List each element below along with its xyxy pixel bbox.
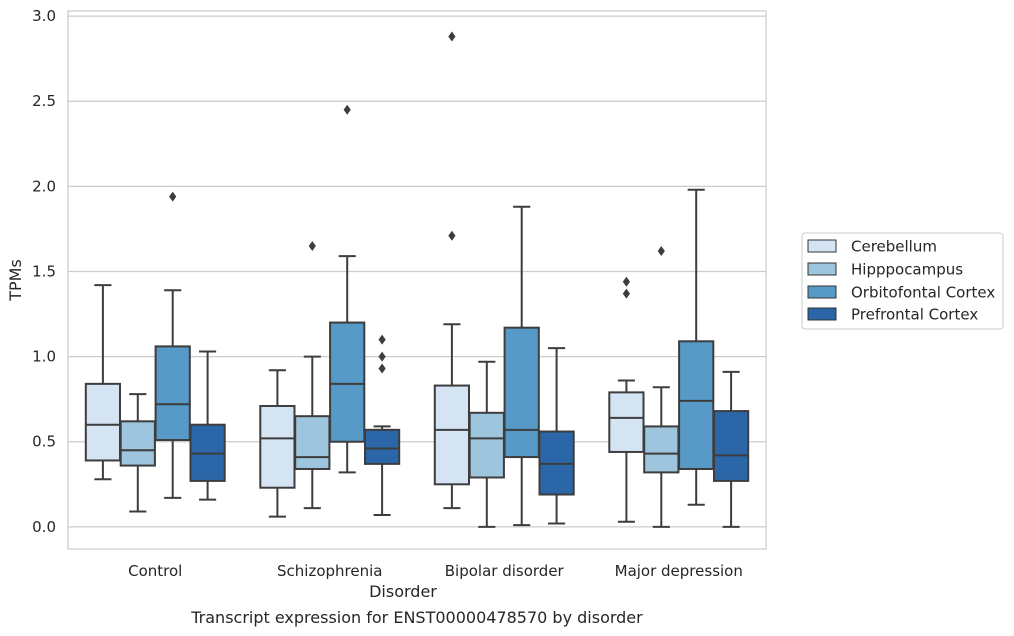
box-orbitofontal-cortex-major-depression <box>678 188 715 506</box>
x-tick-label: Schizophrenia <box>277 562 382 580</box>
legend: Cerebellum Hipppocampus Orbitofontal Cor… <box>801 232 1004 330</box>
x-axis-title: Disorder <box>369 582 437 601</box>
outlier-point <box>657 246 665 257</box>
box-iqr <box>433 384 471 486</box>
legend-swatch-orbitofrontal-cortex <box>807 285 837 299</box>
box-iqr <box>643 425 680 474</box>
box-plot-series <box>84 31 750 528</box>
box-iqr <box>503 326 540 459</box>
box-iqr <box>154 345 191 442</box>
y-tick-label: 2.5 <box>32 92 56 110</box>
plot-frame <box>67 10 767 550</box>
outlier-point <box>448 31 456 42</box>
x-tick-label: Bipolar disorder <box>445 562 565 580</box>
outlier-point <box>378 334 386 345</box>
box-iqr <box>119 420 156 467</box>
outlier-point <box>169 191 177 202</box>
legend-swatch-hippocampus <box>807 262 837 276</box>
y-tick-label: 0.0 <box>32 518 56 536</box>
box-iqr <box>84 382 122 462</box>
box-orbitofontal-cortex-control <box>154 191 191 499</box>
outlier-point <box>378 363 386 374</box>
box-hipppocampus-control <box>119 393 156 513</box>
outlier-point <box>378 351 386 362</box>
x-tick-label: Control <box>128 562 182 580</box>
y-tick-label: 2.0 <box>32 177 56 195</box>
box-iqr <box>678 340 715 470</box>
box-iqr <box>608 391 645 453</box>
legend-swatch-prefrontal-cortex <box>807 307 837 321</box>
outlier-point <box>308 240 316 251</box>
box-prefrontal-cortex-bipolar-disorder <box>538 347 575 525</box>
x-axis-ticks: Control Schizophrenia Bipolar disorder Majo… <box>128 562 743 580</box>
legend-label-orbitofrontal-cortex: Orbitofontal Cortex <box>851 284 995 302</box>
box-prefrontal-cortex-schizophrenia <box>363 334 401 516</box>
legend-label-cerebellum: Cerebellum <box>851 238 937 256</box>
box-iqr <box>259 404 296 489</box>
box-iqr <box>468 411 505 479</box>
y-tick-label: 1.5 <box>32 262 56 280</box>
x-tick-label: Major depression <box>615 562 743 580</box>
y-axis-ticks: 0.0 0.5 1.0 1.5 2.0 2.5 3.0 <box>32 7 56 536</box>
legend-swatch-cerebellum <box>807 239 837 253</box>
box-hipppocampus-schizophrenia <box>294 240 331 510</box>
figure-caption: Transcript expression for ENST0000047857… <box>190 608 643 627</box>
box-orbitofontal-cortex-bipolar-disorder <box>503 205 540 527</box>
outlier-point <box>622 276 630 287</box>
box-prefrontal-cortex-major-depression <box>712 370 750 528</box>
box-cerebellum-bipolar-disorder <box>433 31 471 510</box>
outlier-point <box>622 288 630 299</box>
box-iqr <box>294 415 331 470</box>
box-orbitofontal-cortex-schizophrenia <box>329 104 366 474</box>
y-tick-label: 0.5 <box>32 433 56 451</box>
y-tick-label: 1.0 <box>32 348 56 366</box>
outlier-point <box>343 104 351 115</box>
box-iqr <box>329 321 366 443</box>
y-axis-title: TPMs <box>6 259 25 302</box>
legend-frame <box>801 232 1004 330</box>
box-cerebellum-major-depression <box>608 276 645 523</box>
y-tick-label: 3.0 <box>32 7 56 25</box>
legend-label-prefrontal-cortex: Prefrontal Cortex <box>851 306 978 324</box>
legend-label-hippocampus: Hipppocampus <box>851 261 963 279</box>
box-cerebellum-schizophrenia <box>259 369 296 518</box>
box-iqr <box>363 428 401 465</box>
box-cerebellum-control <box>84 284 122 481</box>
box-prefrontal-cortex-control <box>189 350 226 501</box>
box-iqr <box>712 410 750 482</box>
outlier-point <box>448 230 456 241</box>
